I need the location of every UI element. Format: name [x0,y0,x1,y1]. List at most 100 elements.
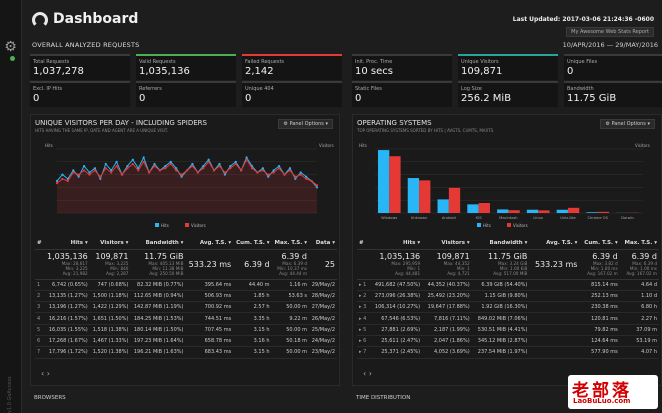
browsers-heading: BROWSERS [34,395,66,401]
data-point [202,167,205,170]
os-panel-options[interactable]: ⚙ Panel Options ▾ [600,119,655,129]
table-row[interactable]: 4 16,216 (1.57%) 1,651 (1.50%) 184.25 MiB (… [35,312,337,325]
table-cell: 230.38 ms [579,301,620,314]
table-row[interactable]: ▸ 1 491,682 (47.50%) 44,352 (40.37%) 6.39 G… [357,279,659,291]
table-cell: 44.40 m [233,279,272,291]
column-header[interactable]: Avg. T.S. ▾ [185,237,234,250]
report-title: My Awesome Web Stats Report [566,27,654,37]
table-cell [529,324,580,336]
data-point [234,160,237,163]
gear-icon[interactable]: ⚙ [4,39,17,55]
data-point [267,173,270,176]
table-row[interactable]: 1 6,742 (0.65%) 747 (0.68%) 82.32 MiB (0.77… [35,279,337,291]
stat-label: Log Size [461,86,482,92]
table-row[interactable]: 6 17,268 (1.67%) 1,467 (1.33%) 197.23 MiB (… [35,335,337,348]
table-row[interactable]: ▸ 2 273,096 (26.38%) 25,492 (23.20%) 1.15 G… [357,290,659,303]
table-cell: 24/May/2 [308,335,337,348]
column-header[interactable]: Avg. T.S. ▾ [529,237,580,250]
totals-sub: Avg: 44,481 [394,271,421,276]
data-point [299,173,302,176]
totals-sub: Min: 1 [407,266,421,271]
column-header[interactable]: Hits ▾ [43,237,90,250]
os-subtitle: TOP OPERATING SYSTEMS SORTED BY HITS | A… [357,128,494,133]
data-point [142,156,145,159]
stat-card: Static Files 0 [352,81,452,107]
column-header[interactable]: Bandwidth ▾ [130,237,186,250]
totals-sub: Max: 44,352 [443,261,470,266]
panel-options-label: Panel Options [611,121,646,127]
totals-sub: Avg: 167.02 m [587,271,618,276]
data-point [126,164,129,168]
data-point [305,175,308,178]
table-cell: 491,682 (47.50%) [369,279,423,291]
table-cell: 112.65 MiB (0.94%) [130,290,186,303]
table-cell: 815.14 ms [579,279,620,291]
table-cell: 79.82 ms [579,324,620,336]
table-cell: 849.02 MiB (7.06%) [471,312,530,325]
table-cell [529,290,580,303]
table-row[interactable]: ▸ 5 27,881 (2.69%) 2,187 (1.99%) 530.51 MiB… [357,324,659,336]
column-header[interactable]: Visitors ▾ [89,237,131,250]
column-header[interactable]: Visitors ▾ [422,237,472,250]
table-cell: 3.16 h [233,335,272,348]
data-point [88,173,91,176]
stat-value: 0 [355,93,362,104]
table-cell [529,301,580,314]
table-cell: 50.00 m [271,301,309,314]
column-header[interactable]: Hits ▾ [369,237,423,250]
table-row[interactable]: ▸ 3 106,314 (10.27%) 19,647 (17.88%) 1.92 G… [357,301,659,314]
totals-value: 533.23 ms [188,259,232,269]
column-header[interactable]: # [35,237,44,250]
data-point [72,169,75,172]
table-cell: ▸ 3 [357,301,370,314]
column-header[interactable]: Cum. T.S. ▾ [233,237,272,250]
column-header[interactable]: Cum. T.S. ▾ [579,237,620,250]
column-header[interactable]: Max. T.S. ▾ [619,237,659,250]
status-dot [10,56,15,61]
table-cell: 4.07 h [619,346,659,359]
column-header[interactable]: Max. T.S. ▾ [271,237,309,250]
data-point [240,169,243,172]
table-cell: 6 [35,335,44,348]
data-point [142,160,145,163]
stat-label: Unique Visitors [461,59,499,65]
stat-label: Static Files [355,86,382,92]
data-point [191,162,194,166]
totals-sub: Max: 295,959 [391,261,421,266]
table-row[interactable]: ▸ 4 67,546 (6.53%) 7,816 (7.11%) 849.02 MiB… [357,312,659,325]
data-point [315,184,319,187]
data-point [169,160,172,163]
stat-card: Valid Requests 1,035,136 [136,54,236,80]
legend-label: Visitors [513,223,528,228]
table-cell: 23/May/2 [308,346,337,359]
os-pagination[interactable]: ‹ › [363,369,372,378]
column-header[interactable]: Bandwidth ▾ [471,237,530,250]
table-cell: 3 [35,301,44,314]
date-range: 10/APR/2016 — 29/MAY/2016 [562,41,658,49]
table-row[interactable]: 7 17,796 (1.72%) 1,520 (1.38%) 196.21 MiB (… [35,346,337,359]
table-row[interactable]: ▸ 6 25,611 (2.47%) 2,047 (1.86%) 345.12 MiB… [357,335,659,348]
table-row[interactable]: 5 16,035 (1.55%) 1,518 (1.38%) 180.14 MiB (… [35,324,337,336]
bar-visitors [389,156,401,213]
totals-value: 1,035,136 [47,252,88,261]
column-header[interactable]: Data ▾ [308,237,337,250]
table-cell: 29/May/2 [308,279,337,291]
stat-label: Valid Requests [139,59,176,65]
table-cell: 16,216 (1.57%) [43,312,90,325]
table-row[interactable]: ▸ 7 25,371 (2.45%) 4,052 (3.69%) 237.54 MiB… [357,346,659,359]
table-row[interactable]: 3 13,196 (1.27%) 1,422 (1.29%) 142.87 MiB (… [35,301,337,314]
table-cell: 120.81 ms [579,312,620,325]
visitors-pagination[interactable]: ‹ › [41,369,50,378]
table-cell: 16,035 (1.55%) [43,324,90,336]
totals-sub: Min: 1.00 KiB [499,266,528,271]
bar-visitors [538,210,550,213]
page-title: Dashboard [53,11,139,27]
table-row[interactable]: 2 13,135 (1.27%) 1,500 (1.18%) 112.65 MiB (… [35,290,337,303]
legend-label: Hits [483,223,491,228]
visitors-panel-options[interactable]: ⚙ Panel Options ▾ [278,119,333,129]
table-cell: 197.23 MiB (1.64%) [130,335,186,348]
column-header[interactable]: # [357,237,370,250]
table-cell: 1.92 GiB (16.30%) [471,301,530,314]
time-distribution-heading: TIME DISTRIBUTION [356,395,411,401]
data-point [229,164,232,168]
